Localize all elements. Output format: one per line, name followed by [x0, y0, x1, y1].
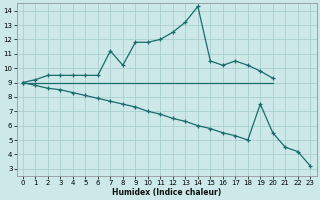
X-axis label: Humidex (Indice chaleur): Humidex (Indice chaleur) — [112, 188, 221, 197]
